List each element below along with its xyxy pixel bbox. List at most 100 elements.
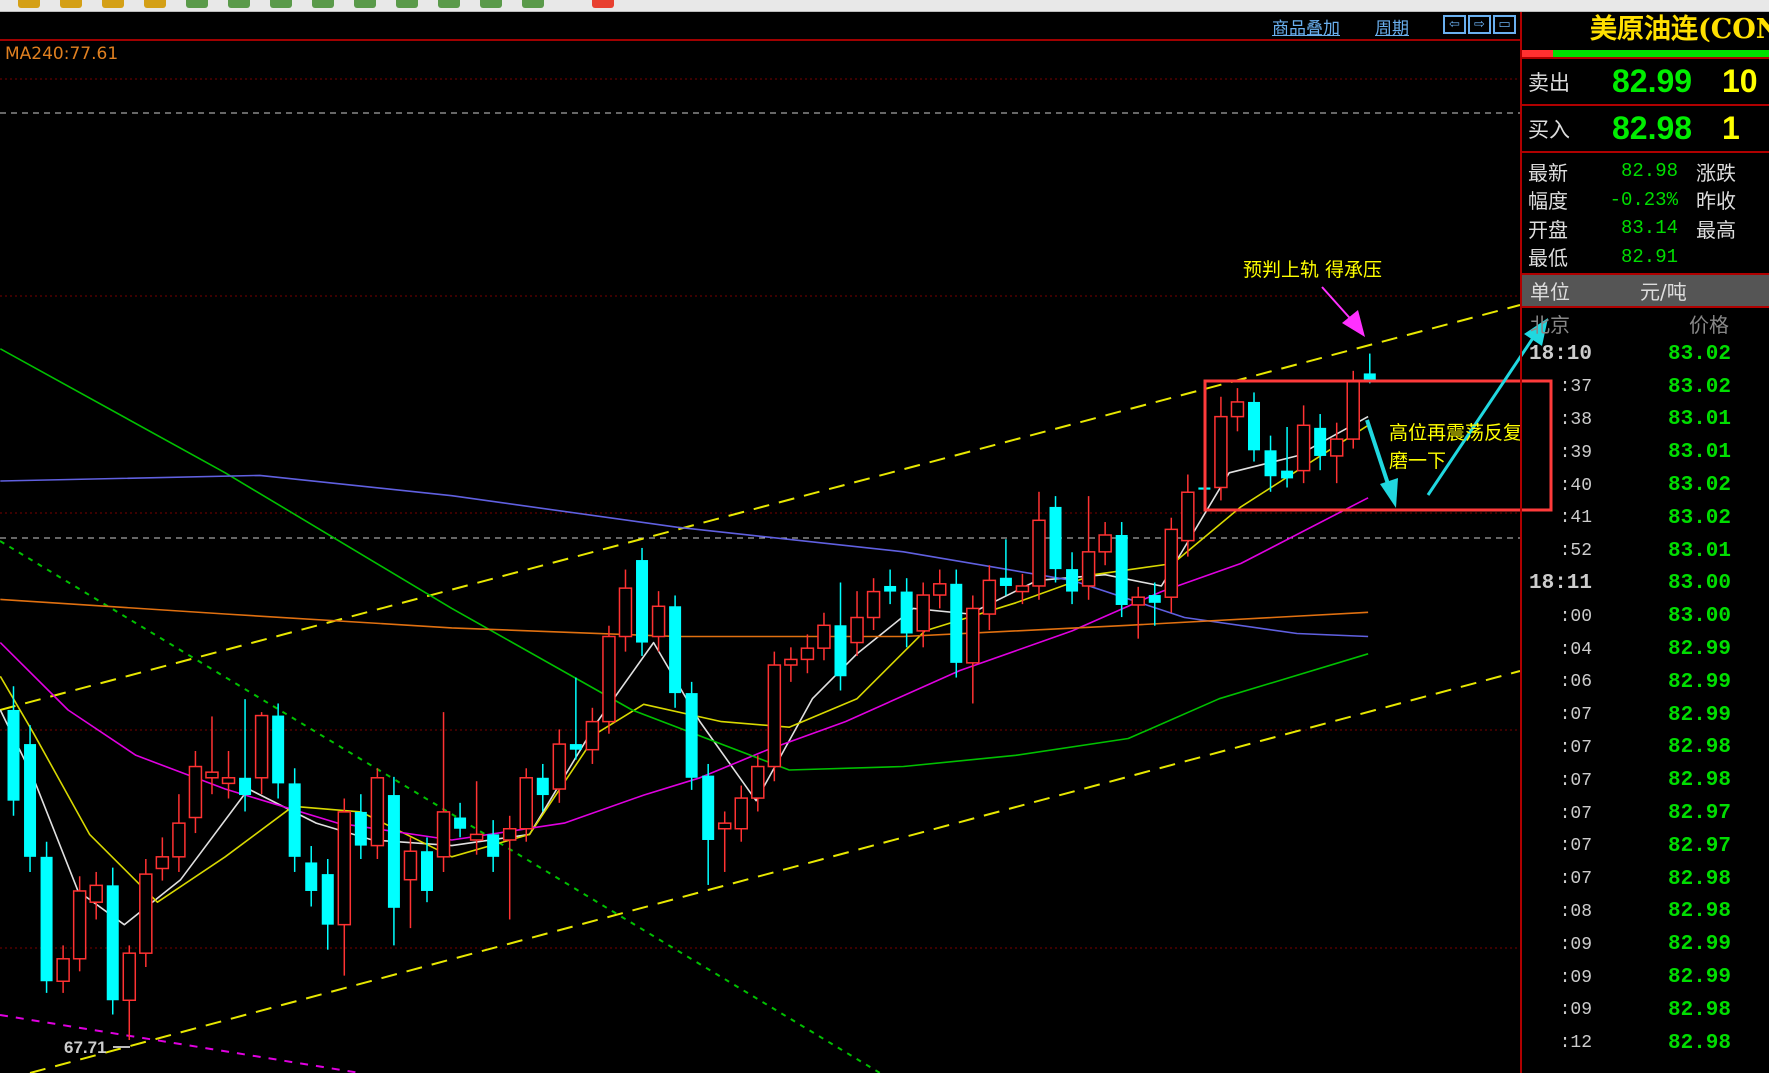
toolbar-button[interactable] — [270, 0, 292, 8]
toolbar-button[interactable] — [522, 0, 544, 8]
candle-up[interactable] — [800, 634, 815, 674]
magenta-dashed-trendline[interactable] — [0, 1014, 361, 1073]
cyan-down-arrow[interactable] — [1365, 419, 1398, 508]
candle-up[interactable] — [72, 876, 87, 972]
candle-down[interactable] — [999, 539, 1012, 596]
candle-up[interactable] — [602, 625, 616, 734]
upper-channel-line[interactable] — [0, 304, 1521, 711]
candle-up[interactable] — [1081, 496, 1096, 600]
candle-up[interactable] — [1181, 474, 1195, 557]
highlight-box[interactable] — [1203, 379, 1553, 512]
candle-down[interactable] — [1281, 426, 1294, 488]
candle-up[interactable] — [916, 582, 930, 648]
candle-down[interactable] — [7, 686, 20, 816]
candle-up[interactable] — [1230, 388, 1245, 432]
candle-up[interactable] — [205, 716, 219, 795]
candle-down[interactable] — [685, 681, 698, 790]
candle-up[interactable] — [932, 569, 947, 609]
candle-up[interactable] — [751, 755, 765, 812]
candle-up[interactable] — [403, 837, 418, 929]
ma10-line[interactable] — [0, 424, 1369, 904]
candle-up[interactable] — [966, 595, 980, 704]
candle-down[interactable] — [900, 578, 913, 648]
candle-up[interactable] — [1296, 405, 1311, 484]
ma120-line[interactable] — [0, 474, 1369, 638]
candle-up[interactable] — [767, 651, 782, 782]
candle-down[interactable] — [239, 699, 252, 812]
candle-up[interactable] — [734, 785, 749, 842]
toolbar-button[interactable] — [228, 0, 250, 8]
toolbar-button[interactable] — [144, 0, 166, 8]
candle-down[interactable] — [487, 820, 500, 872]
candle-down[interactable] — [1264, 435, 1277, 492]
candle-up[interactable] — [585, 707, 600, 764]
candle-up[interactable] — [1214, 396, 1228, 501]
candle-down[interactable] — [387, 776, 400, 946]
candle-down[interactable] — [1248, 392, 1260, 462]
candle-up[interactable] — [982, 565, 997, 631]
candle-up[interactable] — [850, 591, 864, 656]
tick-list[interactable]: 18:10 83.02:37 83.02:38 83.01:39 83.01:40 83.… — [1522, 338, 1769, 1060]
candle-up[interactable] — [817, 612, 831, 661]
candle-up[interactable] — [552, 729, 567, 803]
candle-down[interactable] — [669, 595, 682, 708]
magenta-arrow[interactable] — [1321, 286, 1365, 337]
candle-up[interactable] — [717, 811, 732, 872]
candle-down[interactable] — [950, 569, 963, 678]
cyan-up-arrow[interactable] — [1426, 318, 1548, 496]
candle-up[interactable] — [784, 647, 798, 682]
candle-up[interactable] — [502, 815, 517, 920]
candle-up[interactable] — [1131, 586, 1145, 639]
candle-down[interactable] — [569, 677, 582, 760]
candle-up[interactable] — [1015, 573, 1030, 605]
candle-up[interactable] — [155, 837, 170, 881]
candle-down[interactable] — [1314, 414, 1327, 471]
candle-down[interactable] — [321, 858, 334, 950]
candle-down[interactable] — [106, 867, 119, 1015]
candle-down[interactable] — [305, 846, 318, 907]
candle-up[interactable] — [519, 768, 533, 842]
toolbar-button[interactable] — [354, 0, 376, 8]
panel-toggle-icon[interactable]: ▭ — [1493, 15, 1516, 34]
candle-up[interactable] — [122, 945, 137, 1040]
candle-down[interactable] — [288, 768, 301, 872]
toolbar-button[interactable] — [396, 0, 418, 8]
candle-up[interactable] — [1329, 422, 1344, 484]
candle-down[interactable] — [354, 794, 367, 859]
candle-down[interactable] — [1115, 522, 1128, 618]
lower-channel-line[interactable] — [29, 670, 1521, 1073]
candle-down[interactable] — [24, 725, 37, 872]
ma20-line[interactable] — [0, 497, 1369, 841]
toolbar-button[interactable] — [592, 0, 614, 8]
candle-up[interactable] — [221, 750, 236, 799]
candle-down[interactable] — [454, 802, 467, 838]
candle-down[interactable] — [421, 837, 433, 903]
candle-down[interactable] — [40, 841, 53, 993]
candle-up[interactable] — [254, 712, 269, 795]
candle-up[interactable] — [56, 945, 70, 993]
candle-up[interactable] — [1164, 517, 1179, 613]
toolbar-button[interactable] — [186, 0, 208, 8]
toolbar-button[interactable] — [480, 0, 502, 8]
candle-down[interactable] — [272, 703, 285, 799]
candle-up[interactable] — [139, 858, 153, 967]
candle-down[interactable] — [1049, 496, 1062, 583]
candle-down[interactable] — [834, 582, 847, 691]
candle-down[interactable] — [884, 569, 897, 605]
candle-up[interactable] — [618, 569, 633, 652]
arrow-left-icon[interactable]: ⇦ — [1443, 15, 1466, 34]
candle-up[interactable] — [1346, 370, 1360, 449]
candle-down[interactable] — [1066, 552, 1079, 605]
arrow-right-icon[interactable]: ⇨ — [1468, 15, 1491, 34]
candle-up[interactable] — [469, 781, 484, 855]
toolbar-button[interactable] — [60, 0, 82, 8]
toolbar-button[interactable] — [438, 0, 460, 8]
candle-up[interactable] — [172, 794, 186, 872]
ma60-line[interactable] — [0, 348, 1369, 771]
ma5-line[interactable] — [0, 415, 1369, 926]
candle-up[interactable] — [188, 750, 203, 834]
candle-down[interactable] — [1363, 353, 1376, 384]
ma240-line[interactable] — [0, 598, 1369, 638]
toolbar-button[interactable] — [102, 0, 124, 8]
